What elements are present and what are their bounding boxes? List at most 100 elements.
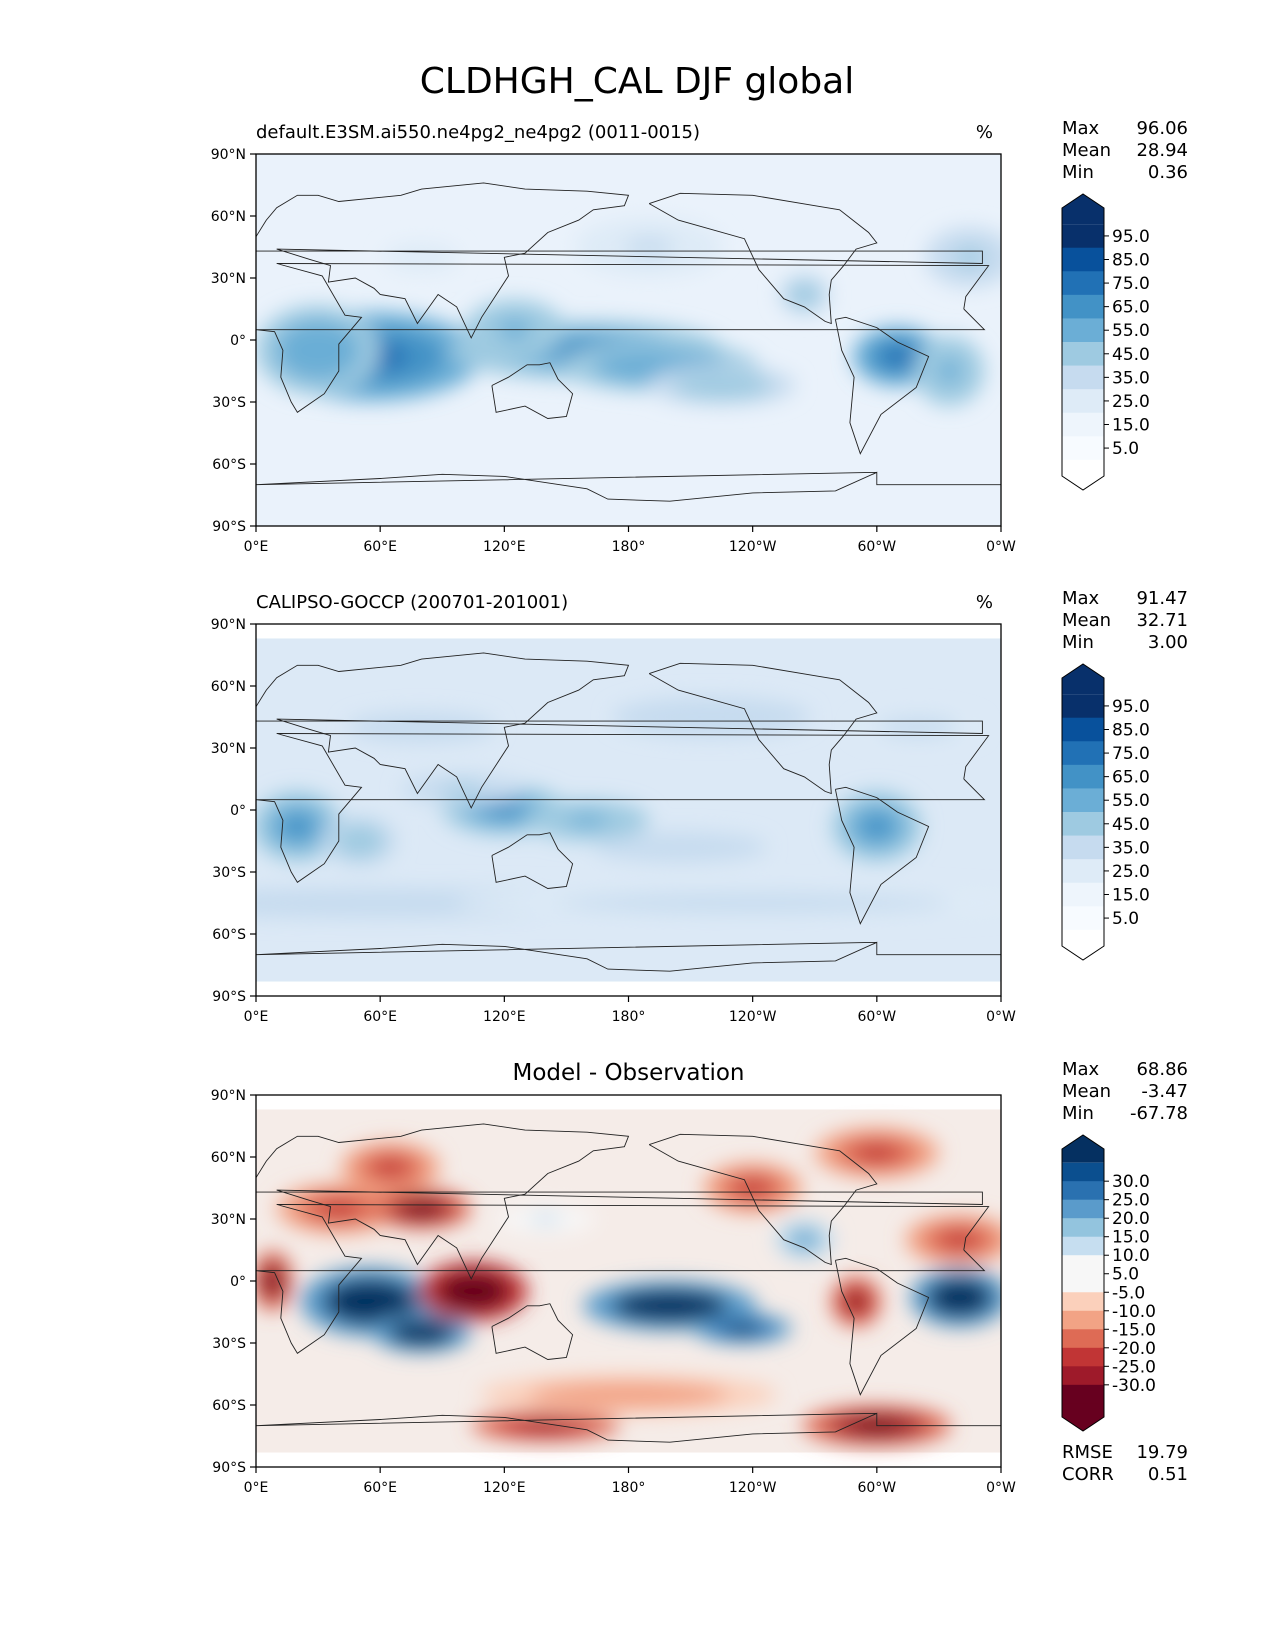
metric-value: 19.79 [1136,1442,1188,1463]
field-feature [861,814,892,839]
stat-label: Mean [1062,140,1111,161]
colorbar-label: 95.0 [1112,697,1150,717]
x-tick-label: 0°W [986,539,1016,555]
colorbar-label: -20.0 [1112,1339,1156,1359]
colorbar-label: -15.0 [1112,1320,1156,1340]
y-tick-label: 60°N [211,1150,246,1166]
stat-value: -3.47 [1141,1081,1188,1102]
colorbar-label: -5.0 [1112,1283,1145,1303]
colorbar-over [1062,194,1104,225]
field-feature [943,1287,977,1308]
x-tick-label: 120°E [483,539,526,555]
y-tick-label: 30°N [211,1212,246,1228]
colorbar-label: 75.0 [1112,274,1150,294]
coastlines [256,1123,1001,1443]
field-feature [937,359,961,383]
coastline [256,941,1001,972]
colorbar-segment [1062,906,1104,931]
colorbar-segment [1062,717,1104,742]
colorbar-label: 5.0 [1112,439,1139,459]
y-tick-label: 90°N [211,147,246,163]
colorbar-segment [1062,694,1104,719]
field-feature [578,1388,679,1402]
stat-value: 3.00 [1148,632,1188,653]
coastline [256,471,1001,502]
colorbar-segment [1062,342,1104,367]
coastline [256,1204,990,1354]
colorbar-segment [1062,1199,1104,1219]
colorbar-segment [1062,859,1104,884]
stat-value: -67.78 [1130,1103,1188,1124]
y-tick-label: 90°N [211,1088,246,1104]
y-tick-label: 30°N [211,271,246,287]
y-tick-label: 90°S [212,1460,246,1476]
colorbar-outline [1061,193,1105,491]
colorbar-segment [1062,436,1104,461]
colorbar-label: 5.0 [1112,909,1139,929]
y-tick-label: 0° [230,1274,246,1290]
x-tick-label: 120°E [483,1009,526,1025]
colorbar-segment [1062,1181,1104,1201]
stat-label: Min [1062,162,1094,183]
y-tick-label: 30°S [212,865,246,881]
coastline [256,652,983,809]
field-feature [796,287,813,302]
colorbar-segment [1062,412,1104,437]
colorbar-segment [1062,294,1104,320]
y-tick-label: 60°S [212,1398,246,1414]
x-tick-label: 60°W [857,539,896,555]
x-tick-label: 0°E [244,1009,269,1025]
panel-units: % [976,592,993,613]
stat-value: 0.36 [1148,162,1188,183]
field-feature [280,898,480,908]
x-tick-label: 0°E [244,1480,269,1496]
colorbar-outline [1061,1134,1105,1432]
colorbar-segment [1062,1218,1104,1238]
colorbar-segment [1062,812,1104,837]
coastlines [256,182,1001,502]
field-feature [794,1233,815,1247]
colorbar-segment [1062,247,1104,272]
stat-label: Min [1062,632,1094,653]
colorbar-label: 10.0 [1112,1246,1150,1266]
colorbar-segment [1062,1329,1104,1349]
colorbar-segment [1062,764,1104,790]
colorbar-segment [1062,1255,1104,1275]
colorbar-label: -25.0 [1112,1357,1156,1377]
colorbar-label: -10.0 [1112,1302,1156,1322]
colorbar-segment [1062,835,1104,860]
panel-1: default.E3SM.ai550.ne4pg2_ne4pg2 (0011-0… [211,118,1188,555]
coastline [256,263,990,413]
y-tick-label: 90°N [211,617,246,633]
field-feature [282,814,313,839]
colorbar-outline [1061,663,1105,961]
colorbar-label: 5.0 [1112,1265,1139,1285]
stat-label: Max [1062,588,1100,609]
x-tick-label: 120°W [729,539,777,555]
coastline [491,832,574,889]
colorbar: 95.0 85.0 75.0 65.0 55.0 45.0 35.0 25.0 15.0 5.0 [1061,663,1150,961]
field-feature [651,842,710,853]
coastline [256,182,983,339]
field-feature [696,378,747,393]
field-feature [265,1271,280,1291]
field-feature [318,1200,360,1217]
x-tick-label: 0°W [986,1480,1016,1496]
coastline [648,192,878,325]
field-feature [856,1144,898,1162]
colorbar-label: 25.0 [1112,392,1150,412]
colorbar-segment [1062,1347,1104,1367]
colorbar-segment [1062,1384,1104,1404]
field-feature [409,252,434,263]
colorbar-label: 15.0 [1112,415,1150,435]
x-tick-label: 180° [612,1480,646,1496]
map-field [256,624,1001,996]
field-feature [347,832,372,850]
figure-title: CLDHGH_CAL DJF global [420,61,855,102]
stat-label: Min [1062,1103,1094,1124]
field-feature [346,1290,393,1314]
metric-label: RMSE [1062,1442,1113,1463]
colorbar-label: -30.0 [1112,1376,1156,1396]
metric-value: 0.51 [1148,1464,1188,1485]
